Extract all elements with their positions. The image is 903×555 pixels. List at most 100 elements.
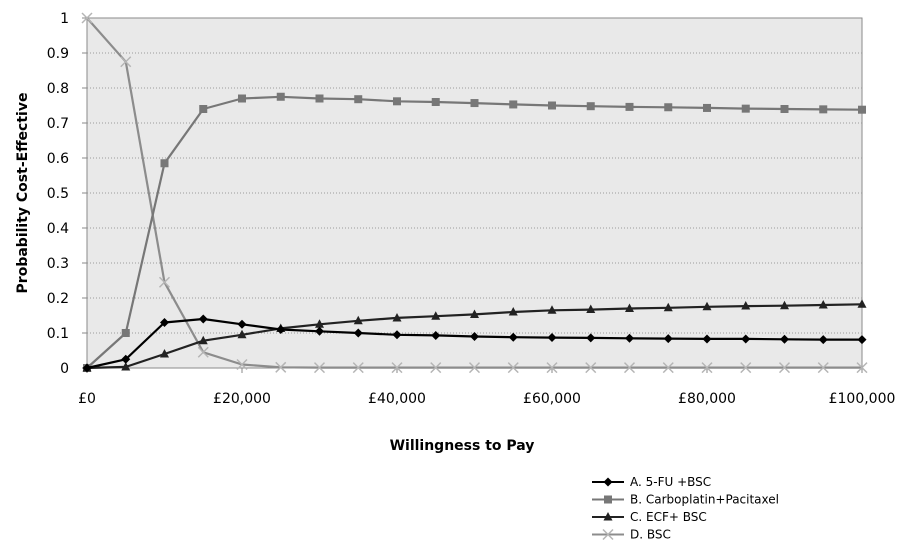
data-point — [547, 333, 557, 343]
series-diamond — [82, 314, 867, 373]
legend-marker — [603, 477, 613, 487]
legend: A. 5-FU +BSC B. Carboplatin+Pacitaxel C. E… — [592, 475, 779, 542]
data-point — [817, 362, 829, 374]
data-point — [702, 334, 712, 344]
data-point — [818, 300, 828, 309]
legend-label: D. BSC — [630, 528, 671, 542]
data-point — [818, 335, 828, 345]
y-tick-label: 1 — [60, 11, 69, 27]
y-tick-label: 0.4 — [47, 221, 69, 237]
data-point — [353, 315, 363, 325]
data-point — [509, 100, 518, 109]
y-axis-ticks: 0 0.1 0.2 0.3 0.4 0.5 0.6 0.7 0.8 0.9 1 — [47, 11, 87, 377]
data-point — [121, 361, 131, 371]
data-point — [391, 362, 403, 374]
data-point — [740, 362, 752, 374]
x-tick-label: £100,000 — [829, 391, 896, 407]
data-point — [160, 349, 169, 358]
x-tick-label: £0 — [78, 391, 96, 407]
data-point — [198, 335, 208, 345]
x-tick-label: £60,000 — [523, 391, 581, 407]
data-point — [158, 276, 171, 288]
data-point — [238, 94, 246, 103]
legend-marker — [603, 512, 613, 521]
data-point — [623, 362, 636, 374]
data-point — [392, 330, 402, 340]
data-point — [547, 305, 557, 314]
gridlines — [87, 52, 862, 334]
data-point — [392, 312, 402, 322]
data-point — [315, 319, 324, 328]
data-point — [780, 300, 789, 310]
series-layer — [81, 12, 868, 374]
data-point — [858, 105, 866, 114]
y-tick-label: 0.8 — [47, 81, 69, 97]
data-point — [354, 95, 363, 104]
data-point — [430, 362, 442, 374]
data-point — [470, 332, 479, 341]
data-point — [315, 326, 324, 336]
x-tick-label: £20,000 — [213, 391, 271, 407]
data-point — [121, 329, 130, 337]
data-point — [546, 362, 558, 374]
data-point — [586, 102, 595, 111]
data-point — [508, 332, 518, 342]
data-point — [275, 361, 287, 373]
y-tick-label: 0.9 — [47, 46, 69, 62]
data-point — [352, 362, 364, 374]
legend-item: D. BSC — [592, 528, 671, 542]
y-tick-label: 0.1 — [47, 326, 69, 342]
legend-item: B. Carboplatin+Pacitaxel — [592, 493, 779, 507]
series-x — [81, 12, 868, 374]
data-point — [548, 101, 556, 110]
data-point — [741, 104, 750, 113]
data-point — [741, 301, 751, 310]
y-tick-label: 0.3 — [47, 256, 69, 272]
data-point — [701, 362, 713, 374]
data-point — [702, 301, 712, 311]
y-tick-label: 0.6 — [47, 151, 69, 167]
data-point — [431, 311, 441, 320]
data-point — [857, 299, 867, 308]
data-point — [315, 94, 324, 103]
data-point — [780, 334, 789, 344]
x-tick-label: £80,000 — [678, 391, 736, 407]
data-point — [313, 362, 326, 374]
data-point — [780, 105, 789, 113]
data-point — [778, 362, 791, 374]
data-point — [625, 303, 634, 312]
data-point — [82, 363, 92, 373]
legend-item: A. 5-FU +BSC — [592, 475, 711, 489]
data-point — [197, 346, 209, 358]
data-point — [353, 328, 363, 338]
data-point — [664, 103, 673, 112]
x-axis-title: Willingness to Pay — [390, 438, 535, 454]
data-point — [160, 318, 169, 327]
data-point — [741, 334, 751, 344]
y-tick-label: 0.5 — [47, 186, 69, 202]
data-point — [586, 333, 596, 343]
y-tick-label: 0.2 — [47, 291, 69, 307]
data-point — [508, 307, 518, 316]
y-tick-label: 0 — [60, 361, 69, 377]
data-point — [625, 333, 634, 343]
data-point — [237, 319, 247, 329]
data-point — [431, 98, 440, 106]
data-point — [663, 302, 673, 312]
data-point — [585, 362, 597, 374]
data-point — [431, 330, 441, 340]
y-axis-title: Probability Cost-Effective — [15, 93, 31, 294]
data-point — [470, 309, 479, 318]
data-point — [393, 97, 401, 106]
x-axis-ticks: £0 £20,000 £40,000 £60,000 £80,000 £100,000 — [78, 368, 895, 407]
data-point — [276, 92, 285, 101]
data-point — [468, 362, 481, 374]
legend-label: A. 5-FU +BSC — [630, 475, 711, 489]
data-point — [276, 325, 286, 334]
legend-label: C. ECF+ BSC — [630, 510, 707, 524]
data-point — [507, 362, 519, 374]
data-point — [663, 334, 673, 344]
legend-item: C. ECF+ BSC — [592, 510, 707, 524]
data-point — [857, 335, 867, 345]
